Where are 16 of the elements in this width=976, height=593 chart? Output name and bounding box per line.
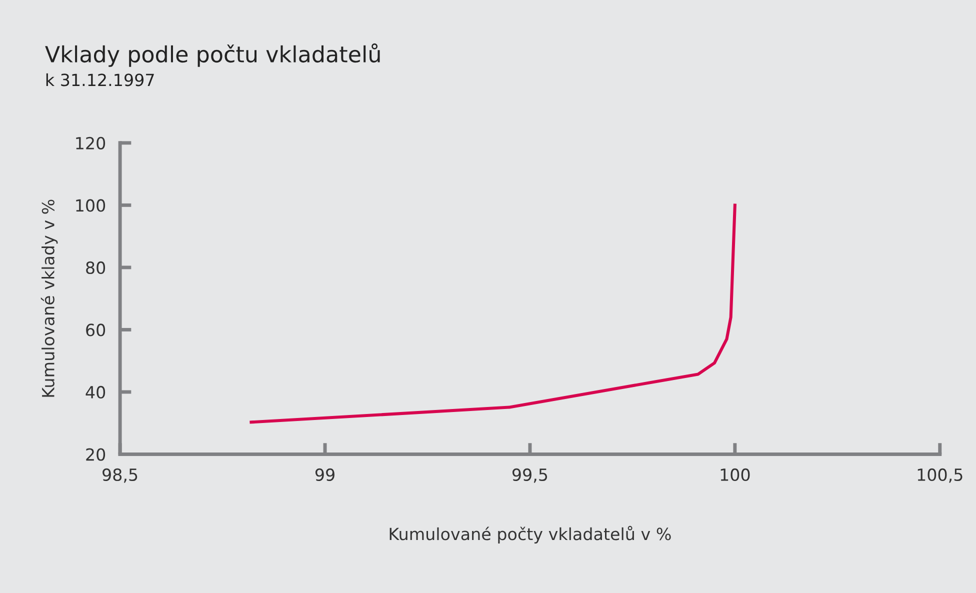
- y-tick-label: 40: [86, 386, 106, 399]
- y-tick-label: 60: [86, 324, 106, 336]
- x-tick-label: 99: [315, 468, 334, 482]
- y-tick-label: 80: [86, 261, 106, 274]
- x-tick-label: 98,5: [102, 468, 138, 483]
- y-tick-label: 120: [76, 136, 106, 150]
- chart-title: Vklady podle počtu vkladatelů: [45, 43, 380, 67]
- chart-subtitle: k 31.12.1997: [46, 73, 154, 86]
- x-tick-label: 99,5: [512, 468, 548, 483]
- y-tick-label: 100: [76, 199, 106, 212]
- y-axis-title: Kumulované vklady v %: [40, 200, 58, 397]
- line-series: [250, 204, 736, 424]
- y-tick-label: 20: [86, 448, 106, 461]
- x-tick-label: 100: [720, 468, 750, 482]
- x-axis-title: Kumulované počty vkladatelů v %: [390, 526, 671, 544]
- x-tick-label: 100,5: [918, 468, 962, 483]
